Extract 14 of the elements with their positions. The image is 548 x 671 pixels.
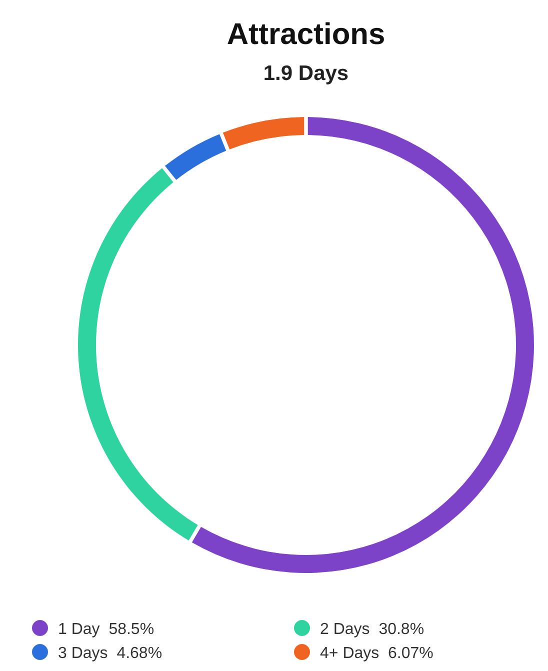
donut-slice (78, 168, 198, 541)
donut-slice (192, 117, 534, 573)
data-label: 4.68% (116, 645, 162, 662)
legend-label: 1 Day (58, 621, 100, 638)
chart-subtitle: 1.9 Days (263, 62, 349, 85)
data-label: 30.8% (378, 621, 424, 638)
legend-label: 3 Days (58, 645, 108, 662)
data-label: 58.5% (108, 621, 154, 638)
data-label: 6.07% (388, 645, 434, 662)
legend-label: 2 Days (320, 621, 370, 638)
donut-slice (164, 134, 226, 180)
donut-slice (222, 117, 304, 150)
chart-title: Attractions (226, 18, 386, 51)
legend-label: 4+ Days (320, 645, 380, 662)
